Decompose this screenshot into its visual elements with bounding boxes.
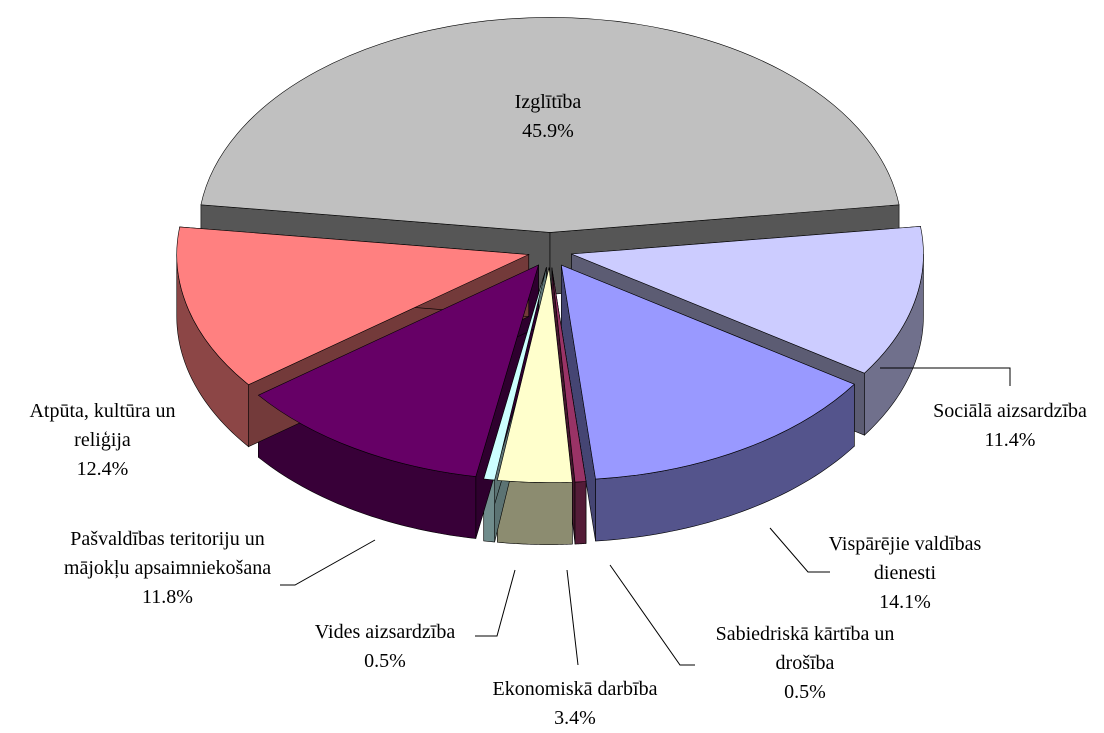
leader-line [475, 569, 516, 637]
slice-label: Sociālā aizsardzība 11.4% [900, 397, 1104, 455]
label-value: 11.4% [984, 429, 1036, 451]
label-value: 0.5% [784, 681, 826, 703]
label-name: Vispārējie valdības dienesti [828, 533, 982, 584]
slice-label: Pašvaldības teritoriju un mājokļu apsaim… [45, 525, 290, 612]
slice-label: Vides aizsardzība 0.5% [285, 618, 485, 676]
slice [200, 17, 900, 233]
slice [551, 267, 587, 483]
slice [483, 267, 547, 481]
leader-line [609, 564, 695, 666]
leader-line [769, 527, 830, 573]
label-name: Atpūta, kultūra un reliģija [29, 400, 176, 451]
label-name: Vides aizsardzība [314, 621, 456, 643]
label-value: 11.8% [142, 586, 193, 608]
label-name: Ekonomiskā darbība [492, 678, 658, 700]
slice [257, 264, 539, 477]
label-value: 14.1% [879, 591, 931, 613]
pie-tops [176, 17, 924, 483]
leader-line [880, 367, 1011, 386]
slice-wall [497, 479, 573, 545]
label-name: Pašvaldības teritoriju un mājokļu apsaim… [63, 528, 272, 579]
slice-label: Ekonomiskā darbība 3.4% [465, 675, 685, 733]
label-name: Izglītība [514, 91, 582, 113]
slice-label: Sabiedriskā kārtība un drošība 0.5% [685, 620, 925, 707]
label-value: 3.4% [554, 707, 596, 729]
label-value: 45.9% [522, 120, 574, 142]
slice-wall [574, 481, 587, 545]
slice-label: Izglītība 45.9% [448, 88, 648, 146]
slice [496, 267, 573, 483]
slice-label: Atpūta, kultūra un reliģija 12.4% [0, 397, 205, 484]
slice [571, 226, 924, 374]
slice [560, 264, 855, 480]
leader-line [566, 569, 579, 666]
label-value: 12.4% [76, 458, 129, 480]
label-name: Sabiedriskā kārtība un drošība [715, 623, 895, 674]
slice [176, 226, 530, 386]
label-value: 0.5% [364, 650, 406, 672]
label-name: Sociālā aizsardzība [933, 400, 1087, 422]
slice-label: Vispārējie valdības dienesti 14.1% [820, 530, 990, 617]
leader-line [280, 539, 376, 586]
